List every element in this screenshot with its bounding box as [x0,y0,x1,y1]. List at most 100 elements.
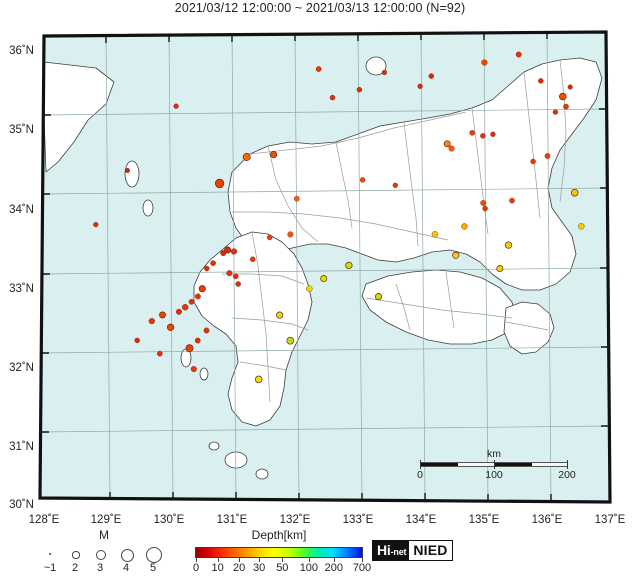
earthquake-marker[interactable] [306,285,313,292]
earthquake-marker[interactable] [224,246,232,254]
earthquake-marker[interactable] [124,167,130,173]
earthquake-marker[interactable] [203,327,210,334]
earthquake-marker[interactable] [567,84,573,90]
earthquake-marker[interactable] [417,83,423,89]
earthquake-marker[interactable] [293,195,300,202]
earthquake-marker[interactable] [461,223,468,230]
earthquake-marker[interactable] [249,256,256,263]
earthquake-marker[interactable] [329,94,336,101]
depth-tick-label: 0 [192,562,200,574]
scale-bar-unit: km [487,448,501,460]
longitude-label: 131˚E [216,514,248,526]
earthquake-marker[interactable] [93,222,99,228]
earthquake-marker[interactable] [194,293,201,300]
earthquake-marker[interactable] [443,140,451,148]
earthquake-marker[interactable] [232,273,239,280]
earthquake-marker[interactable] [194,337,201,344]
graticule [40,32,610,502]
earthquake-marker[interactable] [185,344,194,353]
earthquake-marker[interactable] [173,103,179,109]
earthquake-marker[interactable] [481,59,488,66]
earthquake-marker[interactable] [286,336,295,345]
longitude-label: 128˚E [28,514,60,526]
depth-tick [362,558,363,562]
page-title: 2021/03/12 12:00:00 ~ 2021/03/13 12:00:0… [174,1,466,15]
earthquake-marker[interactable] [356,86,363,93]
earthquake-marker[interactable] [359,177,366,183]
earthquake-marker[interactable] [480,200,487,206]
earthquake-marker[interactable] [270,151,278,159]
earthquake-marker[interactable] [204,265,210,272]
earthquake-marker[interactable] [214,178,225,189]
earthquake-marker[interactable] [578,223,585,230]
earthquake-marker[interactable] [490,131,496,137]
earthquake-marker[interactable] [552,109,559,115]
magnitude-label: ~1 [43,562,57,574]
earthquake-marker[interactable] [374,293,383,301]
earthquake-marker[interactable] [504,241,513,249]
earthquake-marker[interactable] [166,323,175,331]
earthquake-marker[interactable] [188,298,195,305]
earthquake-marker[interactable] [220,250,227,257]
longitude-label: 129˚E [90,514,122,526]
earthquake-marker[interactable] [482,205,488,212]
earthquake-marker[interactable] [431,231,439,238]
earthquake-marker[interactable] [448,145,455,152]
depth-tick [333,558,335,562]
earthquake-marker[interactable] [496,265,504,273]
earthquake-marker[interactable] [266,234,273,241]
magnitude-label: 3 [96,562,104,574]
earthquake-marker[interactable] [345,261,353,270]
earthquake-marker[interactable] [148,318,155,325]
magnitude-legend: M ~1 2 3 4 5 [34,528,174,576]
earthquake-marker[interactable] [320,275,328,283]
scale-bar-tick [567,460,568,469]
earthquake-marker[interactable] [515,51,522,58]
earthquake-marker[interactable] [230,248,238,255]
earthquake-marker[interactable] [190,366,197,373]
earthquake-marker[interactable] [315,66,322,72]
earthquake-marker[interactable] [254,375,263,384]
magnitude-symbols [34,545,174,564]
latitude-label: 32˚N [9,362,34,374]
earthquake-marker[interactable] [287,231,294,238]
earthquake-marker[interactable] [392,182,398,188]
earthquake-marker[interactable] [159,311,166,319]
earthquake-marker[interactable] [210,260,216,266]
earthquake-marker[interactable] [544,153,551,159]
earthquake-marker[interactable] [157,350,163,357]
earthquake-marker[interactable] [242,153,251,161]
longitude-label: 134˚E [405,514,437,526]
latitude-label: 33˚N [9,283,34,295]
earthquake-marker[interactable] [570,188,579,197]
earthquake-marker[interactable] [381,69,388,76]
map-canvas[interactable]: km 0 100 200 [36,22,614,512]
earthquake-marker[interactable] [276,311,284,319]
earthquake-marker[interactable] [452,251,460,259]
earthquake-marker[interactable] [530,158,536,165]
earthquake-marker[interactable] [428,73,434,79]
earthquake-marker[interactable] [559,92,567,101]
magnitude-symbol [72,551,80,559]
earthquake-marker[interactable] [538,78,544,84]
magnitude-label: 4 [122,562,130,574]
earthquake-marker[interactable] [563,103,569,110]
earthquake-marker[interactable] [469,130,476,136]
earthquake-marker[interactable] [235,281,241,287]
depth-tick [196,558,197,562]
earthquake-marker[interactable] [480,133,486,139]
earthquake-marker[interactable] [198,285,206,293]
scale-bar-segment [421,463,458,466]
earthquake-marker[interactable] [134,337,140,344]
longitude-label: 136˚E [531,514,563,526]
depth-tick [217,558,219,562]
scale-bar-tick [420,460,421,469]
depth-tick [282,558,284,562]
earthquake-marker[interactable] [509,197,515,204]
longitude-label: 133˚E [342,514,374,526]
longitude-label: 137˚E [594,514,626,526]
earthquake-marker[interactable] [181,304,189,311]
earthquake-marker[interactable] [226,270,233,277]
earthquake-marker[interactable] [175,308,182,315]
